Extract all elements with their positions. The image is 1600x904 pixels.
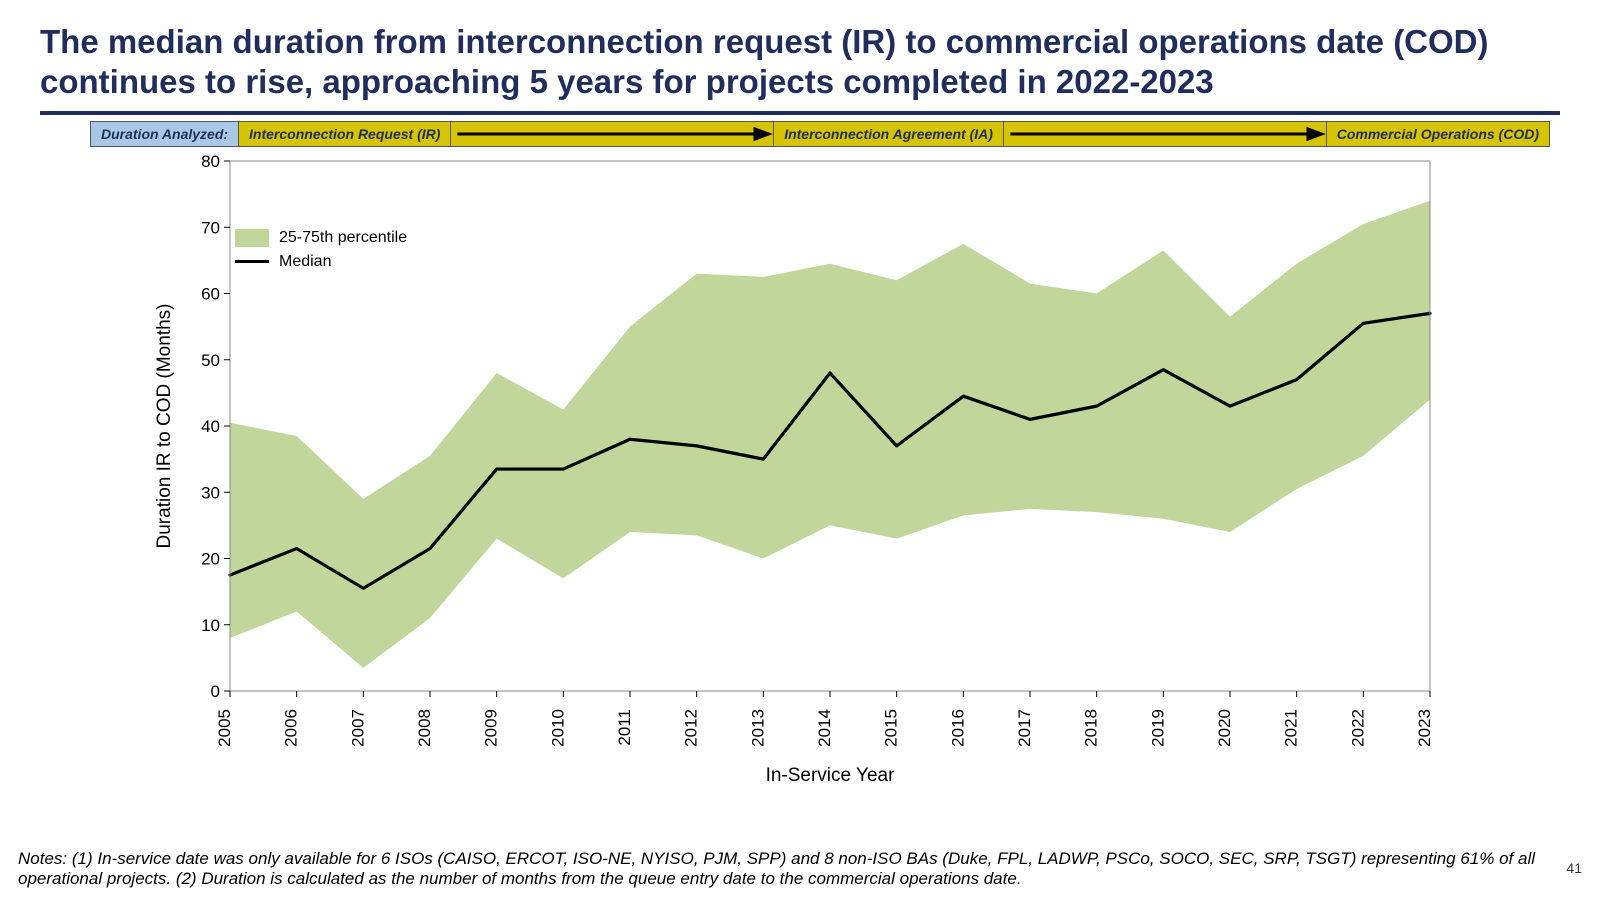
svg-text:2006: 2006 [282, 709, 301, 747]
svg-text:2016: 2016 [948, 709, 967, 747]
svg-text:2005: 2005 [215, 709, 234, 747]
svg-text:0: 0 [211, 682, 220, 701]
flowbar-stage-cod: Commercial Operations (COD) [1327, 122, 1549, 146]
process-flow-bar: Duration Analyzed: Interconnection Reque… [90, 121, 1550, 147]
chart-legend: 25-75th percentile Median [235, 229, 407, 277]
svg-text:50: 50 [201, 350, 220, 369]
svg-text:2012: 2012 [682, 709, 701, 747]
svg-text:2018: 2018 [1082, 709, 1101, 747]
svg-text:30: 30 [201, 483, 220, 502]
svg-text:2023: 2023 [1415, 709, 1434, 747]
flowbar-stage-ia: Interconnection Agreement (IA) [774, 122, 1004, 146]
legend-row-band: 25-75th percentile [235, 229, 407, 247]
svg-text:2017: 2017 [1015, 709, 1034, 747]
footnotes: Notes: (1) In-service date was only avai… [18, 849, 1542, 890]
flowbar-arrow-2 [1004, 122, 1327, 146]
slide: The median duration from interconnection… [0, 0, 1600, 904]
flowbar-arrow-1 [451, 122, 774, 146]
svg-text:2022: 2022 [1348, 709, 1367, 747]
page-number: 41 [1566, 860, 1582, 876]
flowbar-stage-ir: Interconnection Request (IR) [239, 122, 451, 146]
legend-label-band: 25-75th percentile [279, 229, 407, 247]
svg-text:2010: 2010 [548, 709, 567, 747]
svg-text:2014: 2014 [815, 709, 834, 747]
svg-text:60: 60 [201, 284, 220, 303]
svg-text:40: 40 [201, 417, 220, 436]
svg-text:80: 80 [201, 152, 220, 171]
svg-text:20: 20 [201, 549, 220, 568]
chart-container: 0 10 20 30 40 50 60 70 80 2005 2006 2007 2008 2009 201… [150, 149, 1450, 789]
legend-swatch-line [235, 260, 269, 263]
svg-text:Duration IR to COD (Months): Duration IR to COD (Months) [154, 303, 175, 548]
legend-label-line: Median [279, 253, 331, 271]
svg-text:2021: 2021 [1282, 709, 1301, 747]
svg-text:2007: 2007 [348, 709, 367, 747]
svg-text:70: 70 [201, 218, 220, 237]
svg-text:2008: 2008 [415, 709, 434, 747]
svg-text:2015: 2015 [882, 709, 901, 747]
svg-text:2019: 2019 [1148, 708, 1167, 746]
svg-text:2013: 2013 [748, 709, 767, 747]
slide-title: The median duration from interconnection… [40, 22, 1560, 103]
legend-row-line: Median [235, 253, 407, 271]
title-rule [40, 111, 1560, 115]
svg-text:2009: 2009 [482, 709, 501, 747]
svg-text:2020: 2020 [1215, 709, 1234, 747]
svg-text:2011: 2011 [615, 709, 634, 746]
legend-swatch-band [235, 229, 269, 247]
flowbar-lead-label: Duration Analyzed: [91, 122, 239, 146]
svg-text:In-Service Year: In-Service Year [766, 765, 896, 786]
svg-text:10: 10 [201, 615, 220, 634]
